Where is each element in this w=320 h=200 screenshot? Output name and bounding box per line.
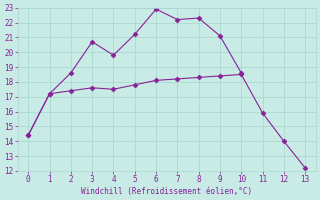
X-axis label: Windchill (Refroidissement éolien,°C): Windchill (Refroidissement éolien,°C) — [81, 187, 252, 196]
